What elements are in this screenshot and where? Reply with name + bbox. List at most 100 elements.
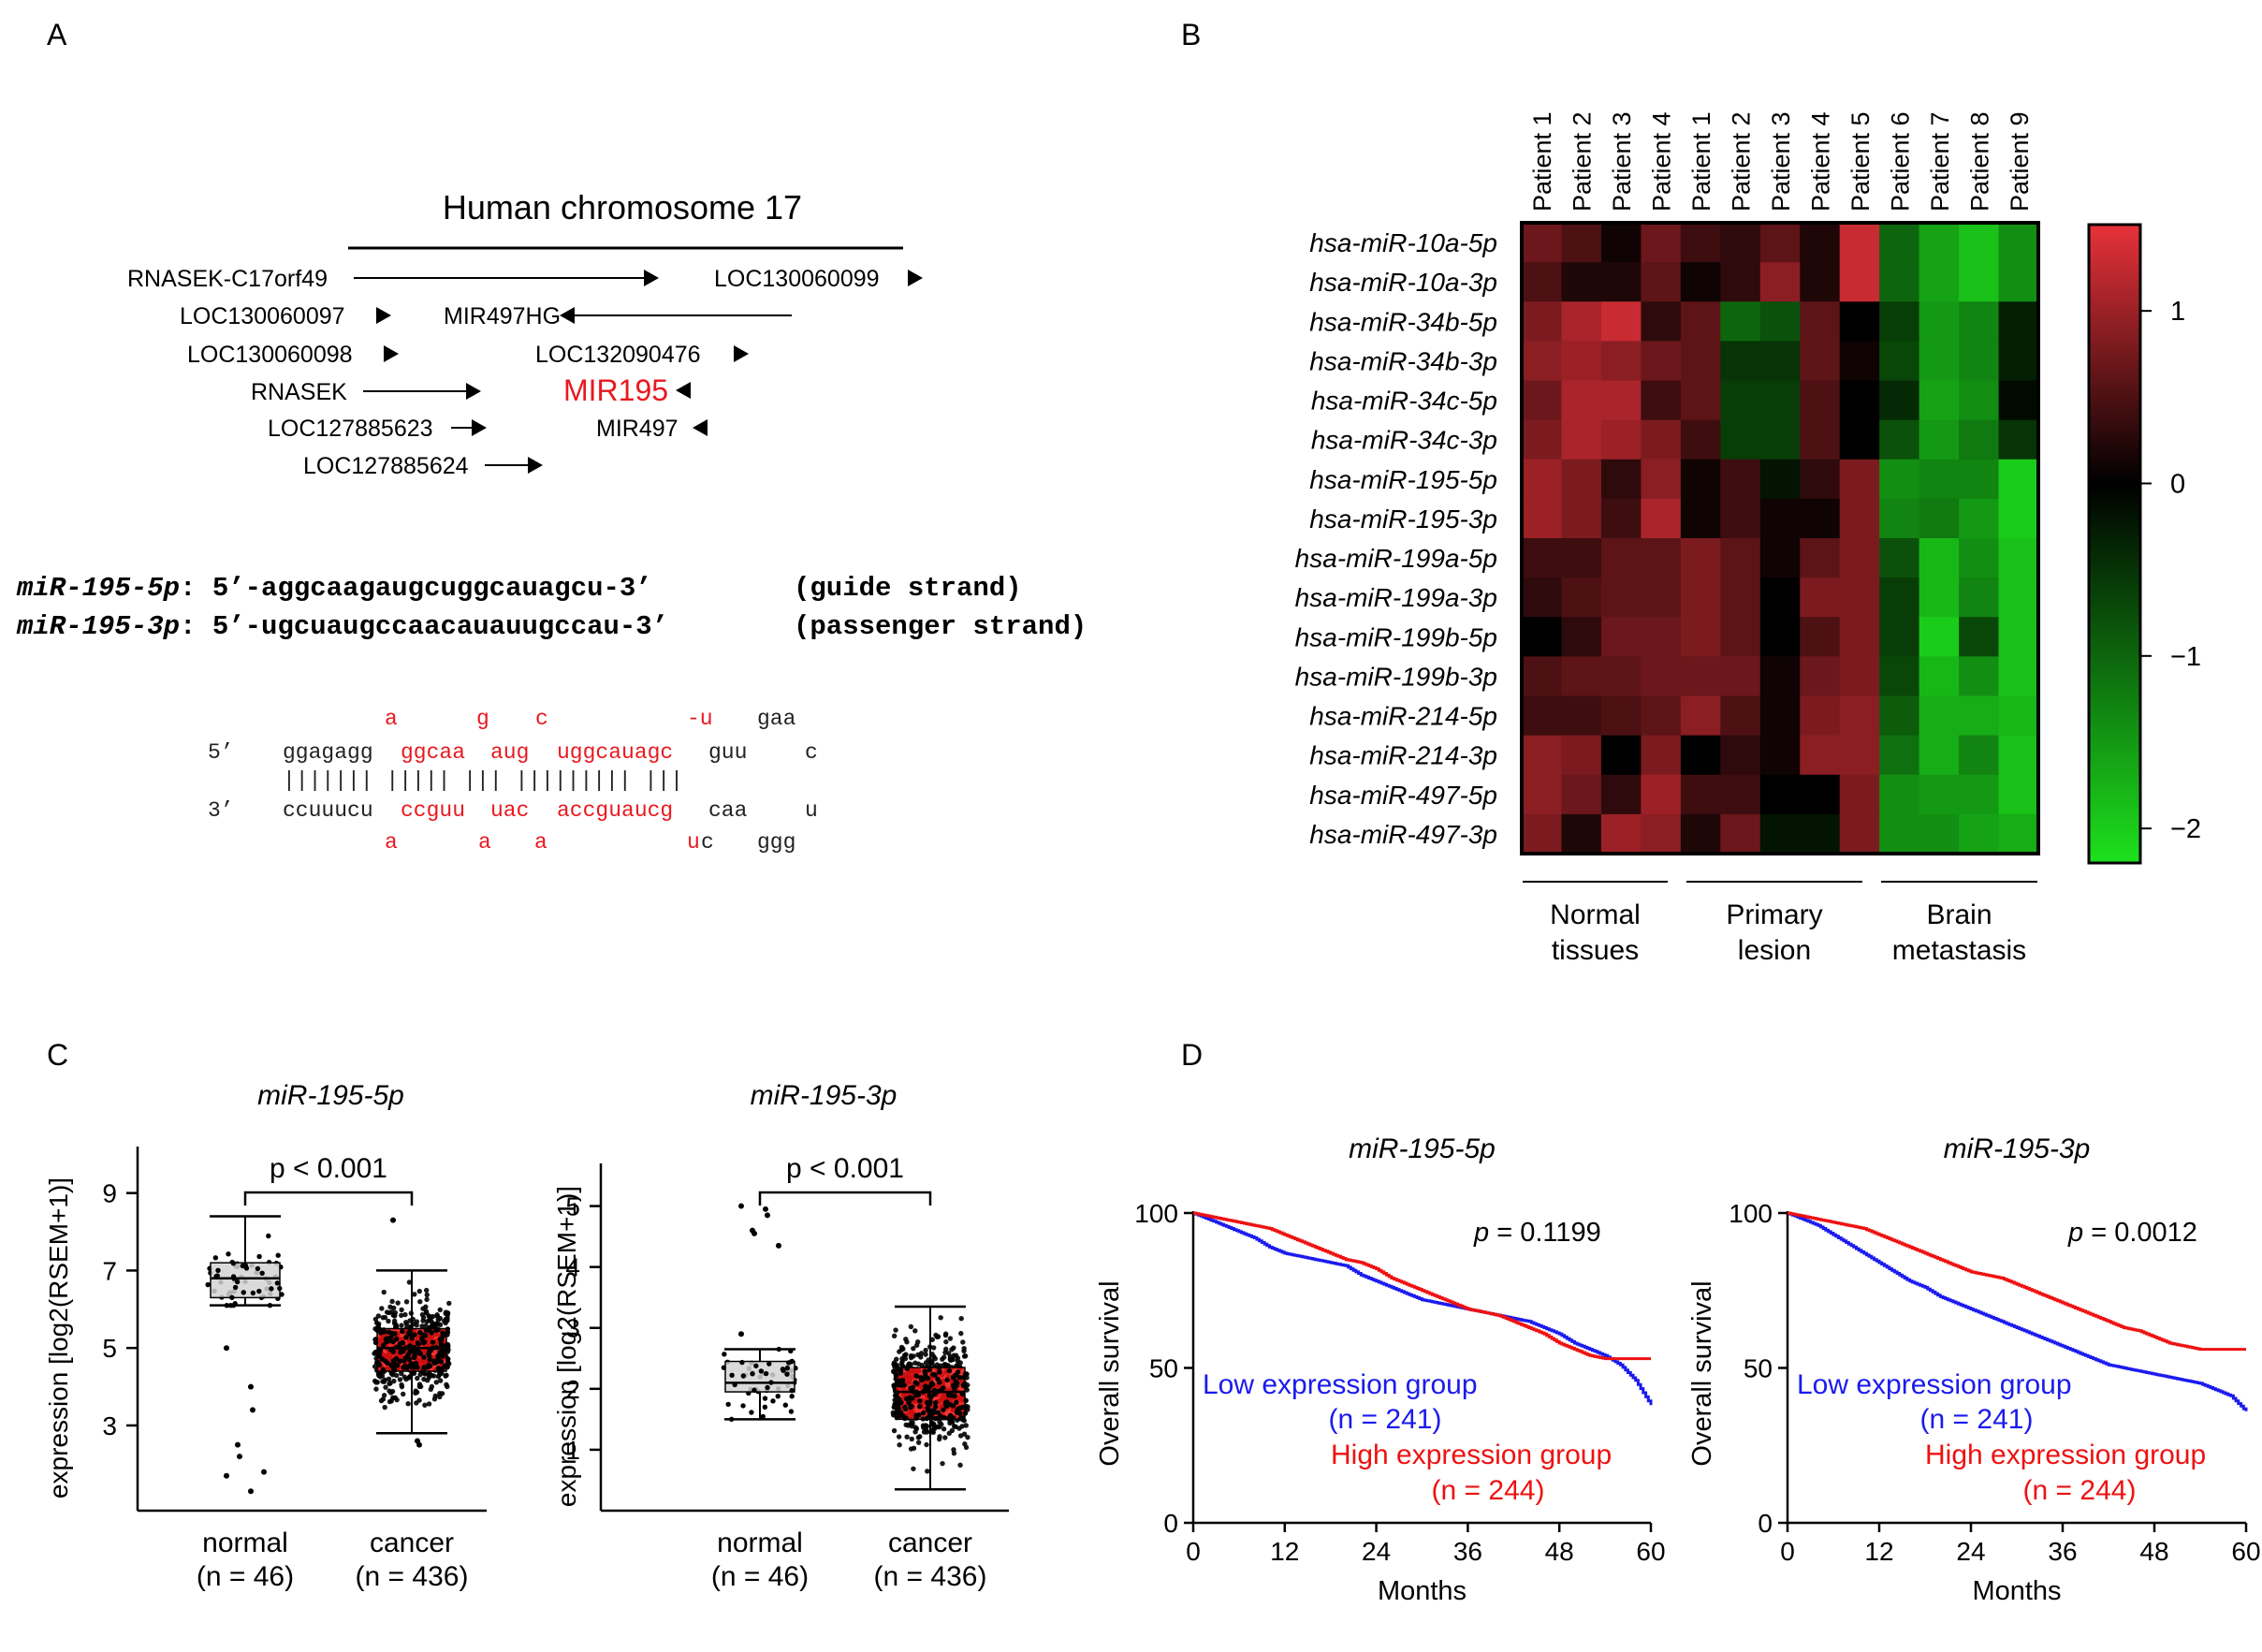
x-category-label: normal [717, 1528, 803, 1558]
gene-arrowhead [472, 419, 487, 436]
jitter-point [397, 1341, 403, 1347]
jitter-point [386, 1376, 392, 1382]
jitter-point [925, 1408, 931, 1413]
heatmap-cell [1800, 617, 1841, 657]
heatmap-cell [1641, 617, 1682, 657]
heatmap-row-label: hsa-miR-195-5p [1309, 465, 1497, 494]
jitter-point [782, 1402, 789, 1408]
heatmap-cell [1800, 419, 1841, 461]
jitter-point [789, 1394, 795, 1399]
jitter-point [947, 1336, 954, 1341]
jitter-point [429, 1318, 434, 1324]
jitter-point [399, 1370, 404, 1377]
heatmap-cell [1680, 538, 1721, 578]
x-tick-label: 24 [1956, 1537, 1985, 1566]
jitter-point [775, 1394, 781, 1399]
gene-arrowhead [466, 383, 481, 400]
heatmap-cell [1680, 656, 1721, 696]
jitter-point [240, 1263, 245, 1269]
jitter-point [765, 1384, 770, 1391]
jitter-point [214, 1273, 220, 1279]
jitter-point [784, 1365, 791, 1371]
heatmap-cell [1641, 577, 1682, 618]
heatmap-cell [1680, 498, 1721, 539]
box-group-normal [205, 1215, 285, 1495]
heatmap-cell [1561, 380, 1602, 421]
heatmap-cell [1680, 223, 1721, 263]
heatmap-cell [1680, 419, 1721, 461]
jitter-point [770, 1398, 776, 1404]
jitter-point [416, 1341, 422, 1347]
heatmap-row-label: hsa-miR-497-3p [1309, 820, 1497, 849]
x-tick-label: 36 [1453, 1537, 1482, 1566]
jitter-point [909, 1403, 914, 1410]
jitter-point [891, 1333, 898, 1339]
jitter-point [911, 1466, 916, 1471]
jitter-point [375, 1359, 381, 1366]
jitter-point [421, 1354, 427, 1360]
heatmap-cell [1720, 813, 1761, 855]
seq-5p-name: miR-195-5p [16, 573, 180, 604]
heatmap-cell [1600, 341, 1642, 381]
heatmap-cell [1959, 341, 2000, 381]
jitter-point [896, 1411, 901, 1416]
survival-curve-low [1788, 1211, 2248, 1411]
legend-low-label: Low expression group [1797, 1369, 2072, 1400]
jitter-point [784, 1371, 790, 1377]
heatmap-cell [1561, 656, 1602, 696]
seq-5p-note: (guide strand) [794, 573, 1022, 604]
heatmap-cell [1720, 498, 1761, 539]
x-category-label: normal [202, 1528, 288, 1558]
colorbar-tick-label: 0 [2170, 469, 2185, 499]
jitter-point [725, 1401, 731, 1408]
jitter-point [437, 1371, 443, 1378]
gene-arrowhead [384, 345, 399, 362]
x-category-label: cancer [370, 1528, 454, 1558]
y-tick-label: 1 [565, 1436, 580, 1465]
panel-label-a: A [47, 18, 67, 51]
gene-label: LOC130060097 [180, 303, 345, 329]
jitter-point [390, 1358, 397, 1364]
outlier-point [765, 1212, 770, 1219]
jitter-point [428, 1386, 433, 1393]
jitter-point [958, 1315, 964, 1322]
jitter-point [912, 1429, 918, 1435]
jitter-point [420, 1314, 427, 1321]
jitter-point [430, 1313, 436, 1320]
jitter-point [394, 1363, 401, 1368]
jitter-point [923, 1423, 928, 1428]
jitter-point [942, 1435, 948, 1440]
jitter-point [937, 1365, 942, 1371]
jitter-point [894, 1394, 900, 1400]
gene-arrowhead [908, 270, 923, 286]
heatmap-cell [1800, 223, 1841, 263]
jitter-point [964, 1387, 970, 1393]
jitter-point [445, 1356, 451, 1362]
box-group-normal [721, 1203, 798, 1423]
x-tick-label: 48 [1545, 1537, 1574, 1566]
bulge-nt: a [385, 707, 398, 731]
x-tick-label: 24 [1362, 1537, 1391, 1566]
heatmap-cell [1998, 695, 2039, 737]
jitter-point [768, 1380, 774, 1385]
heatmap-column-label: Patient 1 [1528, 111, 1556, 212]
bulge-nt: u [687, 830, 700, 855]
jitter-point [277, 1285, 283, 1292]
jitter-point [410, 1361, 416, 1367]
heatmap-cell [1600, 223, 1642, 263]
jitter-point [894, 1390, 900, 1396]
heatmap-cell [1641, 262, 1682, 302]
jitter-point [403, 1320, 409, 1325]
jitter-point [435, 1356, 441, 1362]
outlier-point [416, 1441, 422, 1448]
jitter-point [891, 1382, 897, 1388]
jitter-point [382, 1377, 388, 1383]
jitter-point [250, 1290, 256, 1296]
jitter-point [266, 1233, 271, 1239]
y-tick-label: 3 [565, 1314, 580, 1343]
survival-title: miR-195-3p [1944, 1133, 2091, 1164]
heatmap-cell [1919, 577, 1960, 618]
heatmap-column-label: Patient 1 [1687, 111, 1715, 212]
jitter-point [915, 1392, 922, 1397]
heatmap-cell [1800, 577, 1841, 618]
